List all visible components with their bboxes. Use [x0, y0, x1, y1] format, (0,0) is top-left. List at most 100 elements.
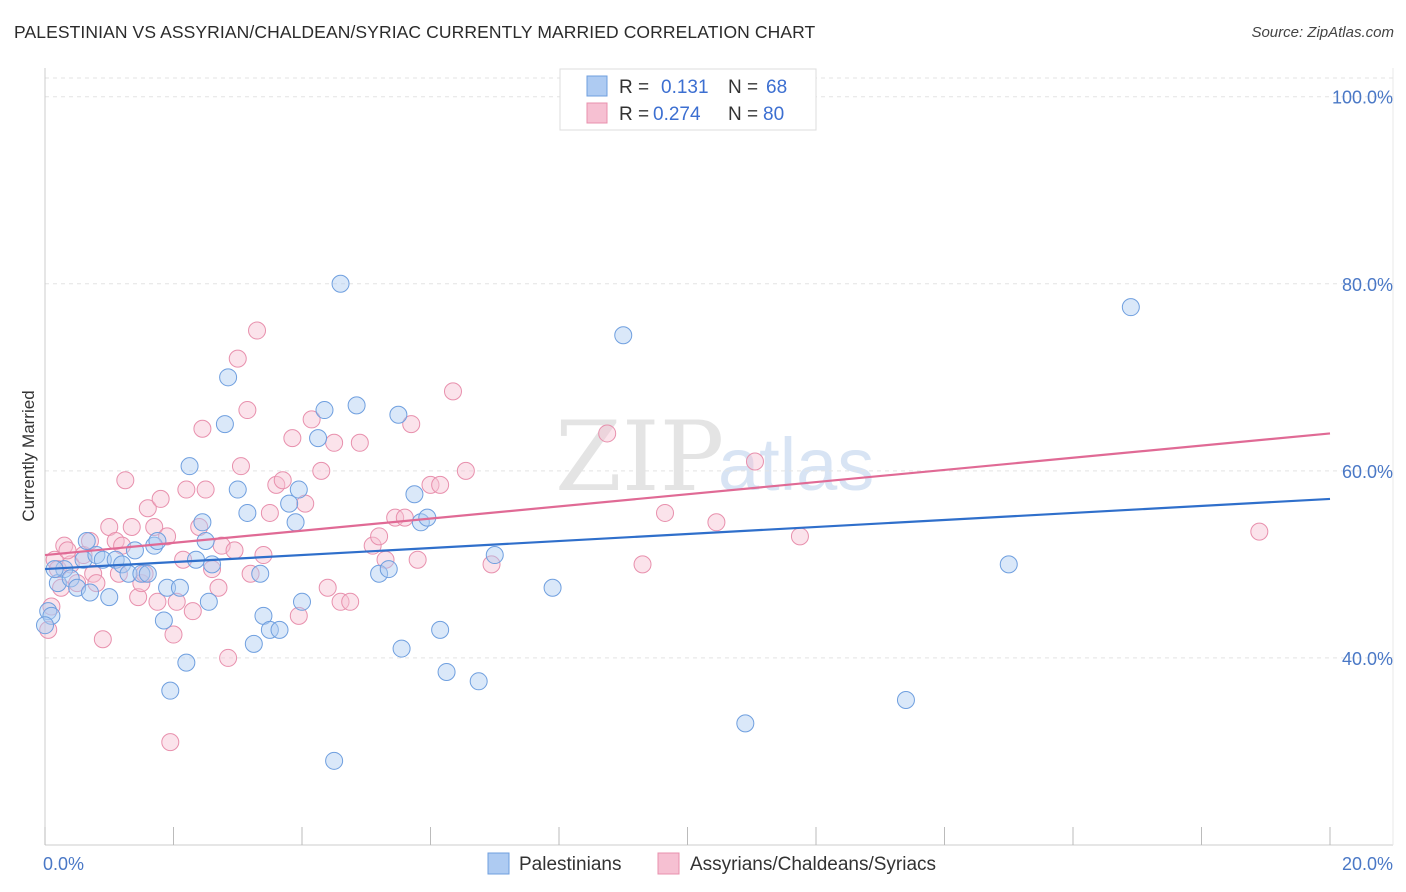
point-palestinians — [270, 620, 289, 639]
point-assyrians — [790, 527, 809, 546]
point-assyrians — [193, 419, 212, 438]
point-palestinians — [331, 274, 350, 293]
point-assyrians — [408, 550, 427, 569]
point-assyrians — [238, 401, 257, 420]
point-palestinians — [437, 662, 456, 681]
x-tick-labels: 0.0% 20.0% — [43, 854, 1393, 874]
series-palestinians-points — [36, 274, 1140, 770]
point-palestinians — [244, 634, 263, 653]
legend-n-label-2: N = — [728, 104, 758, 125]
legend-r-value-1: 0.131 — [661, 77, 709, 98]
point-assyrians — [158, 527, 177, 546]
point-assyrians — [196, 480, 215, 499]
source-credit: Source: ZipAtlas.com — [1251, 24, 1394, 41]
point-palestinians — [325, 751, 344, 770]
point-assyrians — [161, 733, 180, 752]
point-assyrians — [231, 457, 250, 476]
point-assyrians — [302, 410, 321, 429]
point-palestinians — [158, 578, 177, 597]
point-assyrians — [325, 433, 344, 452]
point-assyrians — [456, 461, 475, 480]
point-palestinians — [42, 606, 61, 625]
point-palestinians — [154, 611, 173, 630]
y-tick-label: 60.0% — [1342, 462, 1393, 482]
point-palestinians — [309, 429, 328, 448]
point-palestinians — [199, 592, 218, 611]
point-assyrians — [656, 503, 675, 522]
point-palestinians — [896, 691, 915, 710]
point-assyrians — [151, 489, 170, 508]
point-palestinians — [203, 555, 222, 574]
point-assyrians — [132, 574, 151, 593]
legend-r-label-1: R = — [619, 77, 649, 98]
point-palestinians — [260, 620, 279, 639]
point-assyrians — [122, 517, 141, 536]
point-palestinians — [161, 681, 180, 700]
y-tick-label: 40.0% — [1342, 649, 1393, 669]
point-palestinians — [193, 513, 212, 532]
point-palestinians — [286, 513, 305, 532]
point-assyrians — [254, 546, 273, 565]
legend-n-value-2: 80 — [763, 104, 784, 125]
legend-box: R = 0.131 N = 68 R = 0.274 N = 80 — [559, 68, 817, 131]
point-assyrians — [482, 555, 501, 574]
y-axis-title: Currently Married — [19, 390, 38, 521]
point-assyrians — [183, 602, 202, 621]
point-assyrians — [350, 433, 369, 452]
bottom-legend-label-assyrians: Assyrians/Chaldeans/Syriacs — [690, 854, 936, 875]
point-assyrians — [177, 480, 196, 499]
point-palestinians — [77, 532, 96, 551]
y-tick-labels: 40.0% 60.0% 80.0% 100.0% — [1332, 88, 1393, 669]
bottom-legend-label-palestinians: Palestinians — [519, 854, 621, 875]
point-assyrians — [93, 630, 112, 649]
point-assyrians — [58, 541, 77, 560]
axes — [44, 68, 1394, 846]
point-palestinians — [100, 588, 119, 607]
point-palestinians — [228, 480, 247, 499]
point-assyrians — [138, 499, 157, 518]
point-palestinians — [36, 616, 54, 635]
point-assyrians — [116, 471, 135, 490]
watermark-atlas: atlas — [718, 423, 874, 506]
point-palestinians — [177, 653, 196, 672]
point-palestinians — [469, 672, 488, 691]
bottom-legend-swatch-palestinians — [487, 852, 510, 875]
point-assyrians — [225, 541, 244, 560]
trend-lines — [44, 432, 1331, 571]
point-palestinians — [93, 550, 112, 569]
point-assyrians — [318, 578, 337, 597]
point-palestinians — [347, 396, 366, 415]
point-assyrians — [145, 517, 164, 536]
point-assyrians — [431, 475, 450, 494]
point-palestinians — [180, 457, 199, 476]
point-palestinians — [238, 503, 257, 522]
point-assyrians — [267, 475, 286, 494]
legend-n-value-1: 68 — [766, 77, 787, 98]
point-palestinians — [736, 714, 755, 733]
legend-swatch-pink — [586, 102, 608, 124]
point-assyrians — [219, 648, 238, 667]
point-assyrians — [129, 588, 148, 607]
x-tick-label-min: 0.0% — [43, 854, 84, 874]
point-palestinians — [219, 368, 238, 387]
point-palestinians — [293, 592, 311, 611]
point-assyrians — [241, 564, 260, 583]
point-palestinians — [1121, 298, 1140, 317]
point-assyrians — [312, 461, 331, 480]
legend-swatch-blue — [586, 75, 608, 97]
y-tick-label: 80.0% — [1342, 275, 1393, 295]
chart-title: PALESTINIAN VS ASSYRIAN/CHALDEAN/SYRIAC … — [14, 22, 816, 42]
point-palestinians — [370, 564, 389, 583]
trend-line-palestinians — [44, 497, 1331, 571]
point-assyrians — [283, 429, 302, 448]
point-palestinians — [80, 583, 99, 602]
legend-n-label-1: N = — [728, 77, 758, 98]
point-assyrians — [273, 471, 292, 490]
point-palestinians — [431, 620, 450, 639]
point-assyrians — [84, 564, 103, 583]
point-palestinians — [61, 569, 80, 588]
point-assyrians — [443, 382, 462, 401]
x-tick-label-max: 20.0% — [1342, 854, 1393, 874]
point-assyrians — [167, 592, 186, 611]
